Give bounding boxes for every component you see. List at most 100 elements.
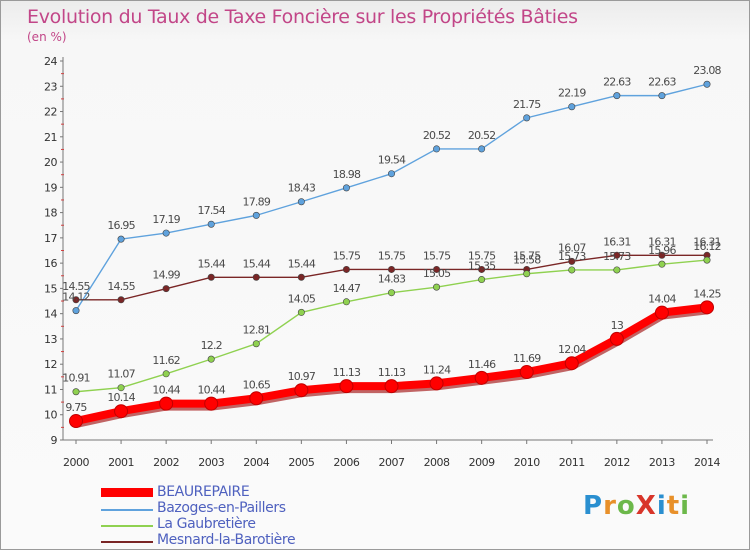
logo-letter: P <box>583 491 604 521</box>
data-point-2 <box>207 355 215 363</box>
data-label: 10.44 <box>197 384 225 397</box>
data-label: 10.44 <box>152 384 180 397</box>
data-point-2 <box>478 276 486 284</box>
data-point-beaurepaire <box>519 365 534 380</box>
legend-label: BEAUREPAIRE <box>157 484 250 500</box>
data-label: 11.62 <box>152 354 180 367</box>
data-label: 18.43 <box>288 182 316 195</box>
data-label: 22.63 <box>603 76 631 89</box>
data-point-beaurepaire <box>564 356 579 371</box>
data-label: 20.52 <box>468 129 496 142</box>
logo-letter: o <box>616 491 636 521</box>
x-tick-label: 2014 <box>694 456 720 469</box>
data-label: 15.75 <box>378 249 406 262</box>
data-point-2 <box>523 270 531 278</box>
data-label: 11.46 <box>468 358 496 371</box>
data-label: 14.05 <box>288 292 316 305</box>
data-label: 12.81 <box>243 324 271 337</box>
data-point-beaurepaire <box>204 396 219 411</box>
data-point-1 <box>658 92 666 100</box>
x-tick-label: 2008 <box>424 456 450 469</box>
data-label: 9.75 <box>65 401 87 414</box>
data-label: 15.75 <box>513 249 541 262</box>
y-tick-label: 11 <box>44 383 57 396</box>
data-point-1 <box>568 103 576 111</box>
x-tick-label: 2012 <box>604 456 630 469</box>
x-tick-label: 2009 <box>469 456 495 469</box>
data-point-2 <box>117 384 125 392</box>
data-point-3 <box>433 265 441 273</box>
data-label: 15.44 <box>243 257 271 270</box>
data-point-2 <box>568 266 576 274</box>
data-point-2 <box>297 308 305 316</box>
data-label: 13 <box>611 319 624 332</box>
data-label: 10.91 <box>62 372 90 385</box>
data-point-2 <box>433 283 441 291</box>
legend-label: La Gaubretière <box>157 516 256 532</box>
data-point-beaurepaire <box>159 396 174 411</box>
data-label: 14.25 <box>693 287 721 300</box>
y-tick-label: 20 <box>44 156 57 169</box>
logo-letter: i <box>680 491 691 521</box>
data-point-beaurepaire <box>294 383 309 398</box>
data-point-1 <box>433 145 441 153</box>
legend-swatch <box>101 488 153 497</box>
y-tick-label: 15 <box>44 282 57 295</box>
data-point-beaurepaire <box>114 404 129 419</box>
data-label: 10.14 <box>107 391 135 404</box>
logo-letter: X <box>635 491 657 521</box>
x-tick-label: 2013 <box>649 456 675 469</box>
data-point-beaurepaire <box>654 305 669 320</box>
data-label: 10.65 <box>243 378 271 391</box>
y-tick-label: 12 <box>44 358 57 371</box>
logo-letter: t <box>666 491 681 521</box>
data-label: 14.55 <box>62 280 90 293</box>
data-label: 15.44 <box>288 257 316 270</box>
x-tick-label: 2005 <box>288 456 314 469</box>
data-label: 15.73 <box>603 250 631 263</box>
data-label: 15.75 <box>333 249 361 262</box>
data-point-3 <box>252 273 260 281</box>
x-tick-label: 2003 <box>198 456 224 469</box>
data-point-2 <box>387 289 395 297</box>
data-point-2 <box>162 370 170 378</box>
data-point-beaurepaire <box>429 376 444 391</box>
data-point-beaurepaire <box>249 391 264 406</box>
data-point-1 <box>252 211 260 219</box>
legend-swatch <box>101 509 153 511</box>
data-point-beaurepaire <box>609 331 624 346</box>
legend-label: Mesnard-la-Barotière <box>157 532 296 548</box>
data-label: 11.13 <box>378 366 406 379</box>
y-tick-label: 19 <box>44 181 57 194</box>
data-label: 15.44 <box>197 257 225 270</box>
data-label: 14.83 <box>378 273 406 286</box>
data-point-1 <box>387 170 395 178</box>
data-label: 20.52 <box>423 129 451 142</box>
unit-label: (en %) <box>27 30 67 44</box>
proxiti-logo: ProXiti <box>583 491 690 521</box>
data-point-1 <box>342 184 350 192</box>
logo-letter: i <box>656 491 667 521</box>
y-tick-label: 16 <box>44 257 57 270</box>
data-label: 14.04 <box>648 293 676 306</box>
x-tick-label: 2010 <box>514 456 540 469</box>
data-label: 15.75 <box>423 249 451 262</box>
x-tick-label: 2000 <box>63 456 89 469</box>
data-label: 23.08 <box>693 64 721 77</box>
data-label: 16.12 <box>693 240 721 253</box>
data-point-3 <box>207 273 215 281</box>
y-tick-label: 24 <box>44 55 57 68</box>
data-point-1 <box>613 92 621 100</box>
x-tick-label: 2002 <box>153 456 179 469</box>
data-point-3 <box>478 265 486 273</box>
data-label: 11.07 <box>107 368 135 381</box>
data-label: 11.13 <box>333 366 361 379</box>
data-point-3 <box>72 296 80 304</box>
x-tick-label: 2004 <box>243 456 269 469</box>
legend-label: Bazoges-en-Paillers <box>157 500 286 516</box>
data-point-2 <box>658 260 666 268</box>
data-point-1 <box>297 198 305 206</box>
data-point-3 <box>162 285 170 293</box>
